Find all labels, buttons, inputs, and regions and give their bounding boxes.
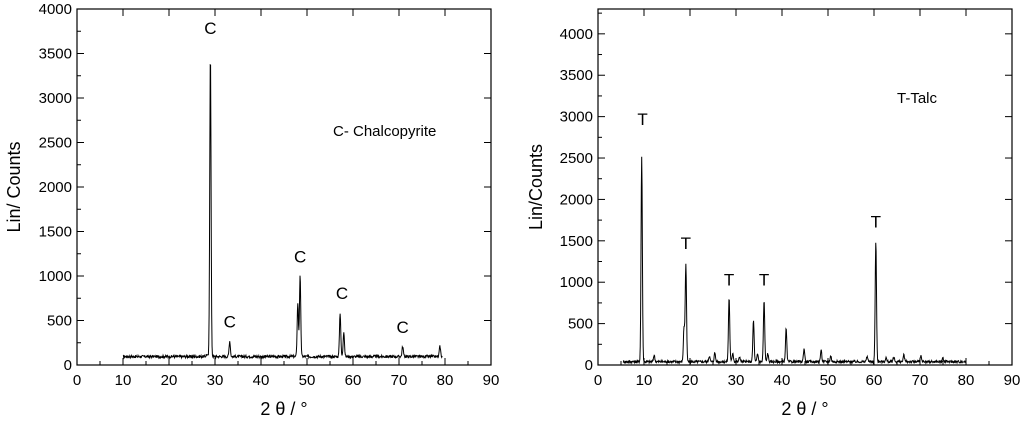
x-tick-label: 10 — [636, 372, 653, 389]
x-tick-label: 60 — [866, 372, 883, 389]
x-tick-label: 50 — [299, 372, 316, 389]
x-tick-label: 0 — [73, 372, 81, 389]
peak-label: T — [759, 271, 769, 290]
x-tick-label: 90 — [483, 372, 500, 389]
y-tick-label: 1000 — [39, 268, 72, 285]
peak-label: C — [224, 313, 236, 332]
peak-label: C — [336, 284, 348, 303]
spectrum-line-1 — [122, 63, 443, 360]
x-tick-label: 20 — [682, 372, 699, 389]
y-tick-label: 0 — [64, 357, 72, 374]
x-tick-label: 40 — [253, 372, 270, 389]
x-tick-label: 20 — [161, 372, 178, 389]
y-tick-label: 2500 — [39, 135, 72, 152]
y-axis-label: Lin/ Counts — [4, 141, 24, 232]
x-tick-label: 80 — [437, 372, 454, 389]
x-axis-label: 2 θ / ° — [260, 399, 307, 419]
x-tick-label: 90 — [1004, 372, 1021, 389]
x-tick-label: 50 — [820, 372, 837, 389]
plot-frame — [597, 8, 1013, 366]
chart-panel-2: 0 10 20 30 40 50 60 70 80 90 0 500 1000 1500 2000 2500 3… — [526, 8, 1021, 419]
y-tick-label: 0 — [585, 357, 593, 374]
x-tick-label: 30 — [207, 372, 224, 389]
y-tick-label: 2000 — [560, 191, 593, 208]
peak-label: T — [724, 271, 734, 290]
x-tick-label: 10 — [115, 372, 132, 389]
y-tick-label: 1000 — [560, 274, 593, 291]
y-tick-label: 3500 — [39, 46, 72, 63]
y-tick-label: 1500 — [560, 233, 593, 250]
y-tick-label: 4000 — [560, 26, 593, 43]
x-tick-label: 70 — [912, 372, 929, 389]
x-tick-label: 60 — [345, 372, 362, 389]
peak-label: C — [204, 19, 216, 38]
x-tick-label: 0 — [594, 372, 602, 389]
legend-annotation: C- Chalcopyrite — [333, 123, 436, 140]
y-tick-label: 4000 — [39, 1, 72, 18]
peak-label: T — [871, 213, 881, 232]
y-tick-label: 1500 — [39, 224, 72, 241]
y-tick-label: 3000 — [39, 90, 72, 107]
x-tick-label: 70 — [391, 372, 408, 389]
y-tick-label: 500 — [568, 316, 593, 333]
y-axis-label: Lin/Counts — [526, 144, 546, 230]
y-tick-label: 3500 — [560, 67, 593, 84]
x-tick-label: 30 — [728, 372, 745, 389]
peak-label: T — [637, 110, 647, 129]
y-tick-label: 2500 — [560, 150, 593, 167]
peak-label: C — [294, 248, 306, 267]
x-tick-label: 80 — [958, 372, 975, 389]
chart-panel-1: 0 10 20 30 40 50 60 70 80 90 0 500 1000 1500 2000 2500 3… — [4, 1, 499, 419]
y-tick-label: 3000 — [560, 109, 593, 126]
y-tick-label: 500 — [47, 313, 72, 330]
x-tick-label: 40 — [774, 372, 791, 389]
legend-annotation: T-Talc — [897, 90, 938, 107]
plot-frame — [76, 8, 492, 366]
y-tick-label: 2000 — [39, 179, 72, 196]
peak-label: T — [681, 234, 691, 253]
peak-label: C — [397, 318, 409, 337]
spectrum-line-2 — [622, 156, 967, 365]
x-axis-label: 2 θ / ° — [781, 399, 828, 419]
